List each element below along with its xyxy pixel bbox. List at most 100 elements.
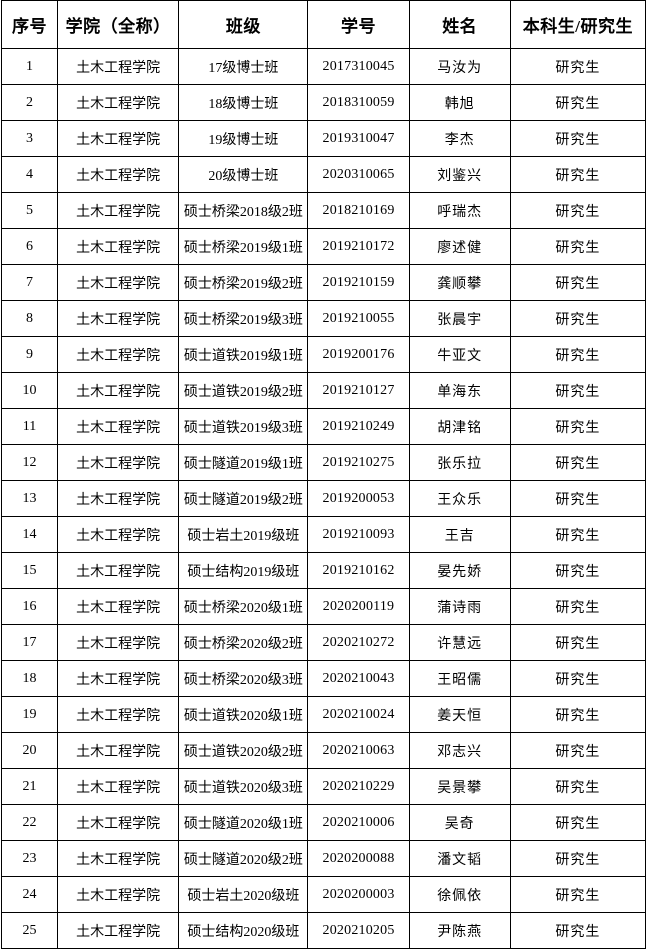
- cell-class: 硕士隧道2020级2班: [178, 840, 309, 877]
- cell-college: 土木工程学院: [57, 408, 180, 445]
- cell-index: 19: [0, 696, 59, 733]
- cell-college: 土木工程学院: [57, 768, 180, 805]
- cell-class: 硕士桥梁2019级1班: [178, 228, 309, 265]
- cell-college: 土木工程学院: [57, 372, 180, 409]
- cell-name: 晏先娇: [408, 552, 511, 589]
- cell-class: 硕士桥梁2019级3班: [178, 300, 309, 337]
- cell-college: 土木工程学院: [57, 48, 180, 85]
- cell-level: 研究生: [509, 192, 647, 229]
- column-header-name: 姓名: [408, 0, 511, 49]
- cell-name: 吴奇: [408, 804, 511, 841]
- cell-index: 16: [0, 588, 59, 625]
- cell-level: 研究生: [509, 624, 647, 661]
- cell-level: 研究生: [509, 840, 647, 877]
- cell-sid: 2019210249: [307, 408, 410, 445]
- cell-class: 硕士隧道2019级1班: [178, 444, 309, 481]
- cell-sid: 2020210229: [307, 768, 410, 805]
- cell-name: 许慧远: [408, 624, 511, 661]
- cell-sid: 2019210093: [307, 516, 410, 553]
- cell-sid: 2020200088: [307, 840, 410, 877]
- table-row: 16 土木工程学院 硕士桥梁2020级1班 2020200119 蒲诗雨 研究生: [0, 588, 647, 625]
- cell-college: 土木工程学院: [57, 696, 180, 733]
- cell-index: 24: [0, 876, 59, 913]
- cell-class: 硕士隧道2020级1班: [178, 804, 309, 841]
- cell-class: 硕士岩土2019级班: [178, 516, 309, 553]
- column-header-index: 序号: [0, 0, 59, 49]
- cell-college: 土木工程学院: [57, 480, 180, 517]
- cell-index: 11: [0, 408, 59, 445]
- cell-class: 硕士桥梁2018级2班: [178, 192, 309, 229]
- cell-college: 土木工程学院: [57, 912, 180, 949]
- cell-class: 17级博士班: [178, 48, 309, 85]
- table-row: 21 土木工程学院 硕士道铁2020级3班 2020210229 吴景攀 研究生: [0, 768, 647, 805]
- cell-index: 15: [0, 552, 59, 589]
- cell-name: 呼瑞杰: [408, 192, 511, 229]
- cell-class: 硕士结构2019级班: [178, 552, 309, 589]
- cell-name: 牛亚文: [408, 336, 511, 373]
- cell-sid: 2020210006: [307, 804, 410, 841]
- cell-class: 19级博士班: [178, 120, 309, 157]
- cell-index: 9: [0, 336, 59, 373]
- table-row: 13 土木工程学院 硕士隧道2019级2班 2019200053 王众乐 研究生: [0, 480, 647, 517]
- cell-level: 研究生: [509, 372, 647, 409]
- cell-sid: 2019210275: [307, 444, 410, 481]
- cell-level: 研究生: [509, 912, 647, 949]
- cell-index: 18: [0, 660, 59, 697]
- cell-level: 研究生: [509, 336, 647, 373]
- header-row: 序号 学院（全称） 班级 学号 姓名 本科生/研究生: [0, 0, 647, 49]
- cell-class: 硕士道铁2020级2班: [178, 732, 309, 769]
- cell-index: 7: [0, 264, 59, 301]
- cell-level: 研究生: [509, 876, 647, 913]
- cell-sid: 2017310045: [307, 48, 410, 85]
- cell-index: 12: [0, 444, 59, 481]
- table-row: 20 土木工程学院 硕士道铁2020级2班 2020210063 邓志兴 研究生: [0, 732, 647, 769]
- table-row: 6 土木工程学院 硕士桥梁2019级1班 2019210172 廖述健 研究生: [0, 228, 647, 265]
- cell-college: 土木工程学院: [57, 552, 180, 589]
- cell-level: 研究生: [509, 444, 647, 481]
- cell-sid: 2020210063: [307, 732, 410, 769]
- cell-sid: 2019210159: [307, 264, 410, 301]
- cell-college: 土木工程学院: [57, 516, 180, 553]
- table-row: 9 土木工程学院 硕士道铁2019级1班 2019200176 牛亚文 研究生: [0, 336, 647, 373]
- cell-level: 研究生: [509, 660, 647, 697]
- cell-level: 研究生: [509, 696, 647, 733]
- table-row: 2 土木工程学院 18级博士班 2018310059 韩旭 研究生: [0, 84, 647, 121]
- cell-sid: 2019210055: [307, 300, 410, 337]
- cell-sid: 2019200053: [307, 480, 410, 517]
- cell-name: 徐佩依: [408, 876, 511, 913]
- cell-index: 23: [0, 840, 59, 877]
- cell-college: 土木工程学院: [57, 84, 180, 121]
- cell-class: 20级博士班: [178, 156, 309, 193]
- cell-sid: 2020210205: [307, 912, 410, 949]
- cell-college: 土木工程学院: [57, 804, 180, 841]
- cell-index: 2: [0, 84, 59, 121]
- cell-college: 土木工程学院: [57, 300, 180, 337]
- cell-name: 韩旭: [408, 84, 511, 121]
- cell-college: 土木工程学院: [57, 876, 180, 913]
- cell-name: 张乐拉: [408, 444, 511, 481]
- cell-index: 5: [0, 192, 59, 229]
- cell-college: 土木工程学院: [57, 228, 180, 265]
- cell-level: 研究生: [509, 48, 647, 85]
- cell-name: 马汝为: [408, 48, 511, 85]
- table-row: 23 土木工程学院 硕士隧道2020级2班 2020200088 潘文韬 研究生: [0, 840, 647, 877]
- cell-level: 研究生: [509, 120, 647, 157]
- table-body: 1 土木工程学院 17级博士班 2017310045 马汝为 研究生 2 土木工程学院 18级博…: [0, 48, 647, 949]
- cell-index: 14: [0, 516, 59, 553]
- cell-name: 姜天恒: [408, 696, 511, 733]
- cell-level: 研究生: [509, 732, 647, 769]
- cell-sid: 2019200176: [307, 336, 410, 373]
- cell-level: 研究生: [509, 552, 647, 589]
- cell-college: 土木工程学院: [57, 336, 180, 373]
- cell-sid: 2020200003: [307, 876, 410, 913]
- cell-class: 硕士桥梁2020级2班: [178, 624, 309, 661]
- column-header-college: 学院（全称）: [57, 0, 180, 49]
- cell-college: 土木工程学院: [57, 624, 180, 661]
- cell-level: 研究生: [509, 408, 647, 445]
- table-row: 8 土木工程学院 硕士桥梁2019级3班 2019210055 张晨宇 研究生: [0, 300, 647, 337]
- cell-name: 龚顺攀: [408, 264, 511, 301]
- table-row: 1 土木工程学院 17级博士班 2017310045 马汝为 研究生: [0, 48, 647, 85]
- cell-college: 土木工程学院: [57, 732, 180, 769]
- table-header: 序号 学院（全称） 班级 学号 姓名 本科生/研究生: [0, 0, 647, 49]
- table-row: 19 土木工程学院 硕士道铁2020级1班 2020210024 姜天恒 研究生: [0, 696, 647, 733]
